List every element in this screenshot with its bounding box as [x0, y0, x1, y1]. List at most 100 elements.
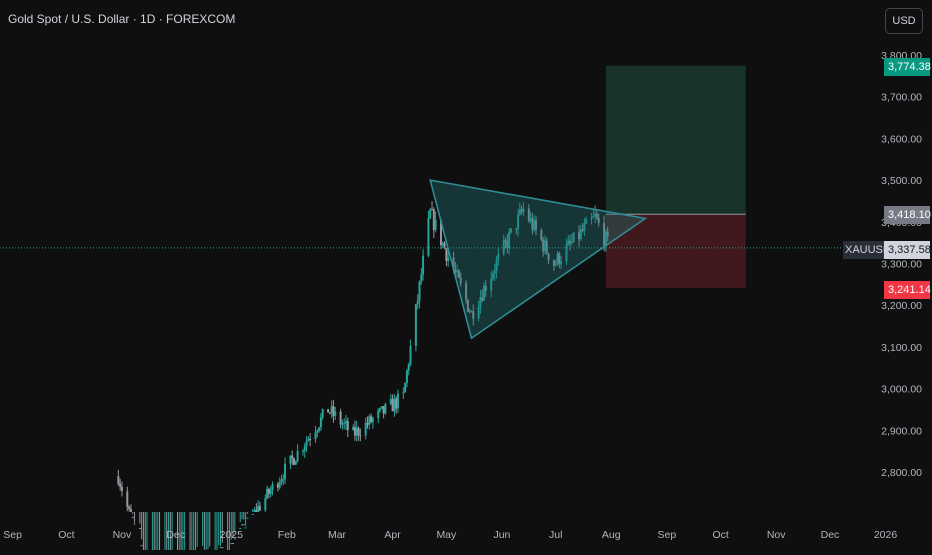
candle [319, 413, 322, 431]
candle [497, 247, 500, 267]
x-tick-label: Dec [166, 529, 185, 541]
x-tick-label: Dec [821, 529, 840, 541]
candle [409, 339, 412, 367]
triangle-pattern[interactable] [429, 179, 648, 340]
candle [522, 202, 525, 217]
candle [534, 215, 537, 236]
candle [604, 229, 607, 252]
candle [565, 238, 568, 266]
candle [230, 512, 233, 545]
candle [346, 417, 349, 438]
candle [164, 512, 166, 555]
candle [257, 500, 260, 512]
candle [307, 435, 310, 442]
stop-zone[interactable] [605, 214, 746, 289]
x-tick-label: Feb [278, 529, 296, 541]
candle [153, 512, 155, 555]
candle [214, 512, 216, 551]
candle [196, 512, 199, 554]
candle [276, 481, 279, 492]
candle [271, 481, 274, 496]
candle [157, 512, 159, 555]
candle [278, 477, 281, 490]
candle [508, 228, 511, 255]
candle [168, 512, 170, 555]
candle [343, 418, 346, 430]
candle [533, 215, 536, 233]
candle [203, 512, 206, 553]
candle [606, 226, 609, 242]
target-zone[interactable] [605, 65, 746, 215]
candle [206, 512, 209, 554]
candle [592, 210, 595, 218]
candle [178, 512, 180, 554]
candle [389, 393, 392, 406]
candle [151, 512, 153, 555]
candle [120, 481, 123, 497]
candle [504, 237, 507, 249]
candle [396, 389, 399, 413]
candle [258, 501, 261, 512]
candle [491, 269, 494, 281]
candle [447, 250, 450, 268]
chart-title: Gold Spot / U.S. Dollar · 1D · FOREXCOM [8, 12, 236, 26]
candle [353, 420, 356, 441]
candle [129, 504, 132, 512]
candle [495, 255, 498, 279]
candle [269, 486, 272, 498]
candle [404, 382, 407, 393]
candle [126, 486, 129, 512]
candle [267, 487, 270, 499]
candle [422, 249, 425, 281]
candle [366, 416, 369, 429]
candle [490, 271, 493, 298]
y-tick-label: 3,200.00 [881, 300, 922, 312]
candle [219, 512, 222, 549]
candle [595, 208, 598, 220]
candle [314, 426, 317, 443]
candle [384, 402, 387, 415]
candle [395, 396, 398, 414]
candle [517, 208, 520, 237]
candle [191, 512, 193, 555]
candle [432, 207, 435, 239]
candle [341, 419, 344, 430]
currency-button[interactable]: USD [885, 8, 923, 34]
candle [590, 212, 593, 225]
candle [542, 237, 545, 257]
candle [117, 469, 120, 486]
x-tick-label: Nov [113, 529, 132, 541]
candle [585, 216, 588, 225]
candle [291, 450, 294, 465]
x-tick-label: 2025 [220, 529, 244, 541]
y-tick-label: 3,700.00 [881, 92, 922, 104]
candle [558, 251, 561, 269]
y-tick-label: 3,500.00 [881, 175, 922, 187]
candle [531, 213, 534, 235]
candle [459, 272, 462, 287]
x-tick-label: Jul [549, 529, 562, 541]
candle [405, 368, 408, 388]
candle [441, 241, 444, 248]
candle [155, 512, 157, 555]
candle [159, 512, 161, 555]
candle [570, 233, 573, 246]
candle [477, 301, 480, 322]
candle [131, 512, 134, 518]
candle [493, 264, 496, 281]
entry-price-label: 3,418.10 [884, 206, 931, 224]
candle [445, 247, 448, 267]
candle [484, 279, 487, 297]
y-tick-label: 2,800.00 [881, 467, 922, 479]
candle [239, 512, 242, 529]
candle [344, 415, 347, 431]
candle [184, 512, 186, 555]
candle [282, 473, 285, 486]
candle [481, 289, 484, 303]
target-price-label: 3,774.38 [884, 58, 931, 76]
candle [208, 512, 211, 554]
candle [293, 457, 296, 466]
candle [228, 512, 230, 551]
